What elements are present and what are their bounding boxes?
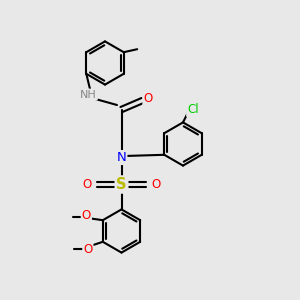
Text: O: O [143,92,152,106]
Text: O: O [82,178,91,191]
Text: NH: NH [80,89,97,100]
Text: N: N [117,151,126,164]
Text: S: S [116,177,127,192]
Text: O: O [152,178,160,191]
Text: O: O [83,243,92,256]
Text: O: O [82,209,91,222]
Text: Cl: Cl [187,103,199,116]
